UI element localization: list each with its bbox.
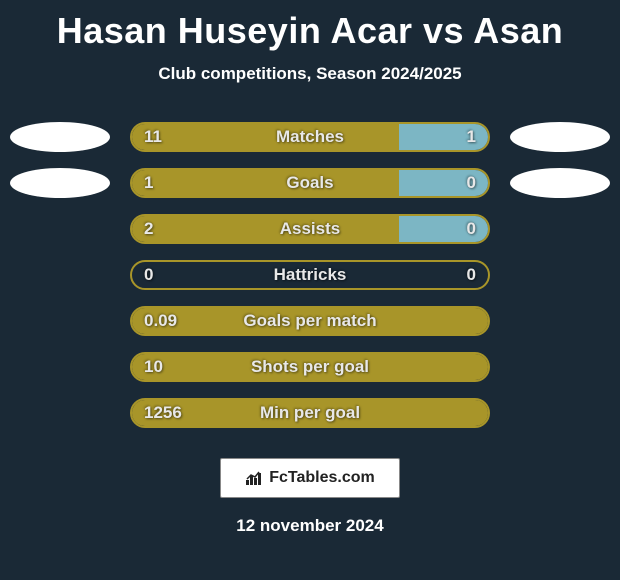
comparison-chart: 111Matches 10Goals 20Assists 00Hattricks 0.0…: [0, 114, 620, 436]
stat-bar: 20Assists: [130, 214, 490, 244]
player-left-marker: [10, 122, 110, 152]
player-left-marker: [10, 168, 110, 198]
brand-label: FcTables.com: [269, 469, 375, 487]
stat-label: Goals per match: [132, 308, 488, 334]
stat-label: Hattricks: [132, 262, 488, 288]
stat-bar: 10Goals: [130, 168, 490, 198]
footer-date: 12 november 2024: [0, 516, 620, 536]
stat-label: Matches: [132, 124, 488, 150]
subtitle: Club competitions, Season 2024/2025: [0, 64, 620, 84]
stat-bar: 111Matches: [130, 122, 490, 152]
stat-bar: 0.09Goals per match: [130, 306, 490, 336]
stat-row: 10Shots per goal: [10, 344, 610, 390]
stat-label: Min per goal: [132, 400, 488, 426]
player-right-marker: [510, 168, 610, 198]
stat-row: 10Goals: [10, 160, 610, 206]
stat-row: 20Assists: [10, 206, 610, 252]
stat-bar: 00Hattricks: [130, 260, 490, 290]
stat-bar: 10Shots per goal: [130, 352, 490, 382]
stat-row: 1256Min per goal: [10, 390, 610, 436]
stat-row: 0.09Goals per match: [10, 298, 610, 344]
stat-label: Goals: [132, 170, 488, 196]
stat-label: Assists: [132, 216, 488, 242]
stat-row: 111Matches: [10, 114, 610, 160]
stat-label: Shots per goal: [132, 354, 488, 380]
brand-badge[interactable]: FcTables.com: [220, 458, 400, 498]
player-right-marker: [510, 122, 610, 152]
stat-bar: 1256Min per goal: [130, 398, 490, 428]
page-title: Hasan Huseyin Acar vs Asan: [0, 0, 620, 52]
bar-chart-icon: [245, 470, 265, 486]
stat-row: 00Hattricks: [10, 252, 610, 298]
